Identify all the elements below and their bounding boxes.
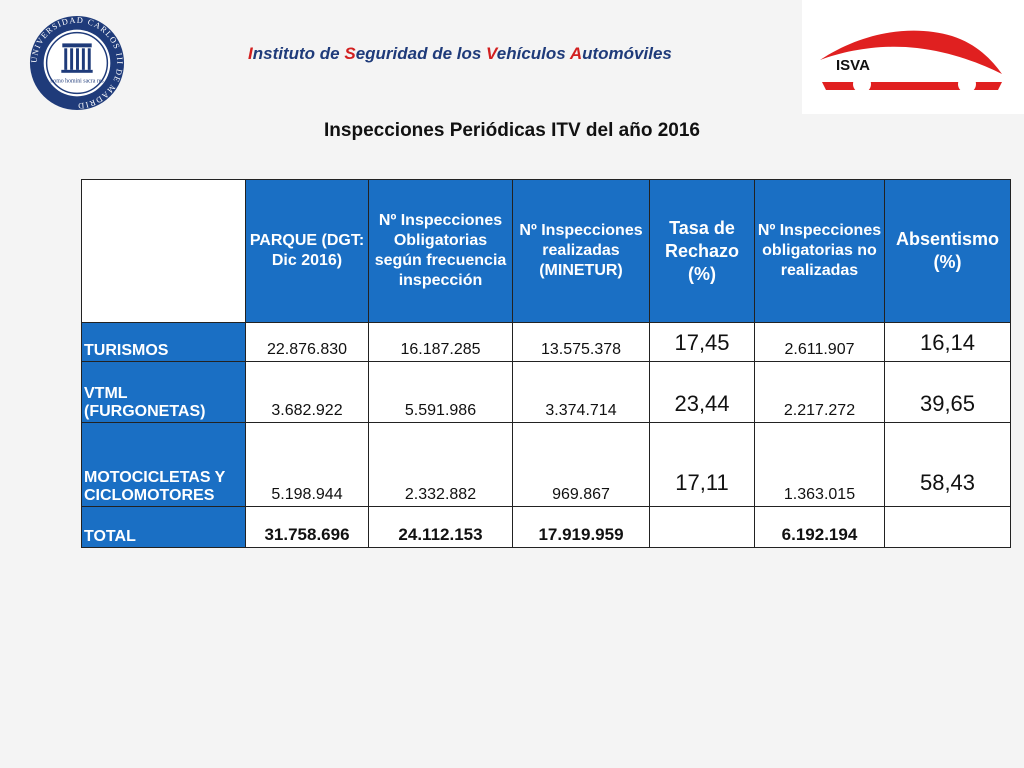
cell-absentismo: 39,65 [884,361,1011,423]
cell-realizadas: 3.374.714 [512,361,650,423]
title-text: nstituto de [252,44,345,63]
column-header-realizadas: Nº Inspecciones realizadas (MINETUR) [512,179,650,323]
row-label: VTML (FURGONETAS) [81,361,246,423]
table-row-vtml: VTML (FURGONETAS) 3.682.922 5.591.986 3.… [81,361,1011,423]
cell-no-realizadas: 2.217.272 [754,361,885,423]
table-row-motocicletas: MOTOCICLETAS Y CICLOMOTORES 5.198.944 2.… [81,422,1011,507]
cell-realizadas: 13.575.378 [512,322,650,362]
table-row-turismos: TURISMOS 22.876.830 16.187.285 13.575.37… [81,322,1011,362]
isva-car-icon: ISVA [820,30,1002,93]
cell-parque: 3.682.922 [245,361,369,423]
cell-absentismo: 16,14 [884,322,1011,362]
itv-inspections-table: PARQUE (DGT: Dic 2016) Nº Inspecciones O… [81,179,1011,548]
cell-realizadas: 969.867 [512,422,650,507]
cell-parque: 5.198.944 [245,422,369,507]
title-text: utomóviles [582,44,672,63]
svg-text:homo homini sacra res: homo homini sacra res [50,79,104,85]
table-row-total: TOTAL 31.758.696 24.112.153 17.919.959 6… [81,506,1011,548]
table-header-row: PARQUE (DGT: Dic 2016) Nº Inspecciones O… [81,179,1011,323]
column-header-parque: PARQUE (DGT: Dic 2016) [245,179,369,323]
title-text: ehículos [496,44,570,63]
cell-rechazo: 23,44 [649,361,755,423]
title-initial: A [569,44,583,63]
cell-absentismo: 58,43 [884,422,1011,507]
column-header-no-realizadas: Nº Inspecciones obligatorias no realizad… [754,179,885,323]
row-label: TOTAL [81,506,246,548]
title-initial: V [486,44,497,63]
cell-parque: 31.758.696 [245,506,369,548]
row-label: TURISMOS [81,322,246,362]
title-text: eguridad de los [355,44,487,63]
isva-logo: ISVA [802,0,1024,114]
title-initial: S [344,44,356,63]
cell-obligatorias: 24.112.153 [368,506,513,548]
cell-obligatorias: 16.187.285 [368,322,513,362]
svg-text:ISVA: ISVA [836,57,870,74]
column-header-tasa-rechazo: Tasa de Rechazo (%) [649,179,755,323]
cell-rechazo [649,506,755,548]
cell-realizadas: 17.919.959 [512,506,650,548]
cell-parque: 22.876.830 [245,322,369,362]
cell-obligatorias: 5.591.986 [368,361,513,423]
row-label: MOTOCICLETAS Y CICLOMOTORES [81,422,246,507]
table-corner-cell [81,179,246,323]
cell-rechazo: 17,11 [649,422,755,507]
cell-no-realizadas: 6.192.194 [754,506,885,548]
cell-rechazo: 17,45 [649,322,755,362]
column-header-absentismo: Absentismo (%) [884,179,1011,323]
column-header-obligatorias: Nº Inspecciones Obligatorias según frecu… [368,179,513,323]
cell-obligatorias: 2.332.882 [368,422,513,507]
university-seal-logo: UNIVERSIDAD CARLOS III DE MADRID homo ho… [30,16,125,110]
page-title: Inspecciones Periódicas ITV del año 2016 [324,120,700,141]
cell-no-realizadas: 2.611.907 [754,322,885,362]
title-initial: I [248,44,253,63]
cell-absentismo [884,506,1011,548]
institute-title: Instituto de Seguridad de los Vehículos … [248,44,672,64]
cell-no-realizadas: 1.363.015 [754,422,885,507]
